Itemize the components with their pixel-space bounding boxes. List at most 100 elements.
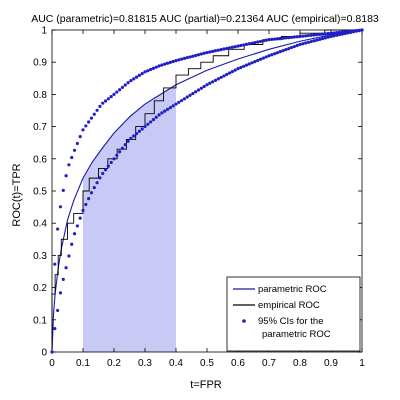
ci-upper-dot xyxy=(219,48,223,52)
ci-upper-dot xyxy=(332,31,336,35)
ci-upper-dot xyxy=(171,59,175,64)
ci-lower-dot xyxy=(233,68,237,72)
ci-upper-dot xyxy=(67,163,71,167)
ci-upper-dot xyxy=(329,31,333,35)
ci-upper-dot xyxy=(132,77,136,81)
ci-upper-dot xyxy=(261,39,265,43)
ci-upper-dot xyxy=(160,63,164,67)
y-tick-label: 0.5 xyxy=(33,187,47,198)
ci-lower-dot xyxy=(199,86,203,90)
legend-ci-label-2: parametric ROC xyxy=(262,329,331,340)
ci-lower-dot xyxy=(289,45,294,50)
ci-lower-dot xyxy=(132,134,136,138)
ci-upper-dot xyxy=(242,43,246,47)
ci-lower-dot xyxy=(78,216,82,220)
ci-lower-dot xyxy=(242,64,246,68)
ci-upper-dot xyxy=(236,44,240,48)
y-tick-label: 0.2 xyxy=(33,283,47,294)
ci-lower-dot xyxy=(87,197,91,201)
ci-lower-dot xyxy=(103,168,108,172)
ci-upper-dot xyxy=(256,40,260,44)
y-tick-label: 0.3 xyxy=(33,251,47,262)
ci-upper-dot xyxy=(120,85,125,89)
ci-lower-dot xyxy=(154,115,158,119)
legend-ci-label: 95% CIs for the xyxy=(258,316,323,327)
ci-upper-dot xyxy=(354,28,358,33)
ci-lower-dot xyxy=(118,150,122,154)
ci-upper-dot xyxy=(244,42,249,46)
ci-upper-dot xyxy=(230,45,234,49)
ci-upper-dot xyxy=(106,97,110,101)
ci-upper-dot xyxy=(140,72,144,76)
ci-lower-dot xyxy=(304,41,308,45)
ci-lower-dot xyxy=(239,65,243,70)
ci-lower-dot xyxy=(301,42,305,46)
ci-lower-dot xyxy=(258,57,263,61)
ci-upper-dot xyxy=(318,32,322,36)
ci-upper-dot xyxy=(233,45,237,49)
legend: parametric ROC empirical ROC 95% CIs for… xyxy=(226,276,361,352)
ci-upper-dot xyxy=(250,41,254,45)
ci-lower-dot xyxy=(213,78,218,82)
ci-upper-dot xyxy=(199,52,203,56)
x-axis-label: t=FPR xyxy=(190,379,222,391)
ci-upper-dot xyxy=(165,61,170,65)
ci-upper-dot xyxy=(292,35,296,39)
ci-upper-dot xyxy=(289,35,294,39)
ci-lower-dot xyxy=(56,308,60,313)
ci-lower-dot xyxy=(89,191,94,195)
ci-lower-dot xyxy=(109,160,113,165)
ci-upper-dot xyxy=(146,69,150,73)
y-tick-label: 0.6 xyxy=(33,154,47,165)
ci-upper-dot xyxy=(174,58,178,63)
ci-upper-dot xyxy=(335,31,339,35)
y-tick-label: 0.4 xyxy=(33,219,47,230)
ci-lower-dot xyxy=(273,52,277,56)
ci-lower-dot xyxy=(306,40,311,44)
ci-lower-dot xyxy=(182,97,187,101)
ci-upper-dot xyxy=(287,36,291,40)
ci-lower-dot xyxy=(202,84,206,89)
ci-upper-dot xyxy=(196,53,201,57)
ci-lower-dot xyxy=(216,77,220,81)
ci-lower-dot xyxy=(208,81,212,85)
ci-upper-dot xyxy=(284,36,288,40)
ci-lower-dot xyxy=(309,39,313,44)
ci-upper-dot xyxy=(143,70,147,74)
x-tick-label: 0.5 xyxy=(200,358,214,369)
ci-upper-dot xyxy=(323,32,327,36)
ci-upper-dot xyxy=(298,34,302,39)
ci-lower-dot xyxy=(236,67,240,71)
ci-lower-dot xyxy=(267,54,271,58)
ci-lower-dot xyxy=(168,105,172,110)
x-tick-label: 0.4 xyxy=(169,358,183,369)
ci-upper-dot xyxy=(53,262,57,266)
ci-upper-dot xyxy=(216,48,220,52)
ci-upper-dot xyxy=(151,66,156,70)
ci-upper-dot xyxy=(185,56,189,60)
ci-upper-dot xyxy=(213,49,218,53)
ci-lower-dot xyxy=(225,72,229,77)
ci-upper-dot xyxy=(70,155,74,160)
ci-lower-dot xyxy=(165,107,170,111)
ci-upper-dot xyxy=(101,101,105,105)
ci-upper-dot xyxy=(346,29,350,34)
ci-lower-dot xyxy=(284,48,288,52)
ci-lower-dot xyxy=(64,266,68,270)
ci-lower-dot xyxy=(194,90,198,94)
x-tick-label: 0.9 xyxy=(324,358,338,369)
ci-lower-dot xyxy=(177,100,181,104)
ci-lower-dot xyxy=(67,254,71,258)
ci-lower-dot xyxy=(171,104,175,108)
x-tick-label: 0.6 xyxy=(231,358,245,369)
ci-lower-dot xyxy=(270,53,274,57)
ci-upper-dot xyxy=(337,30,342,34)
ci-lower-dot xyxy=(329,34,333,39)
ci-lower-dot xyxy=(72,232,77,236)
ci-upper-dot xyxy=(295,35,299,39)
ci-upper-dot xyxy=(357,28,361,32)
ci-lower-dot xyxy=(101,171,105,176)
ci-lower-dot xyxy=(146,122,150,126)
ci-upper-dot xyxy=(273,37,277,41)
legend-ci-swatch xyxy=(242,319,246,323)
